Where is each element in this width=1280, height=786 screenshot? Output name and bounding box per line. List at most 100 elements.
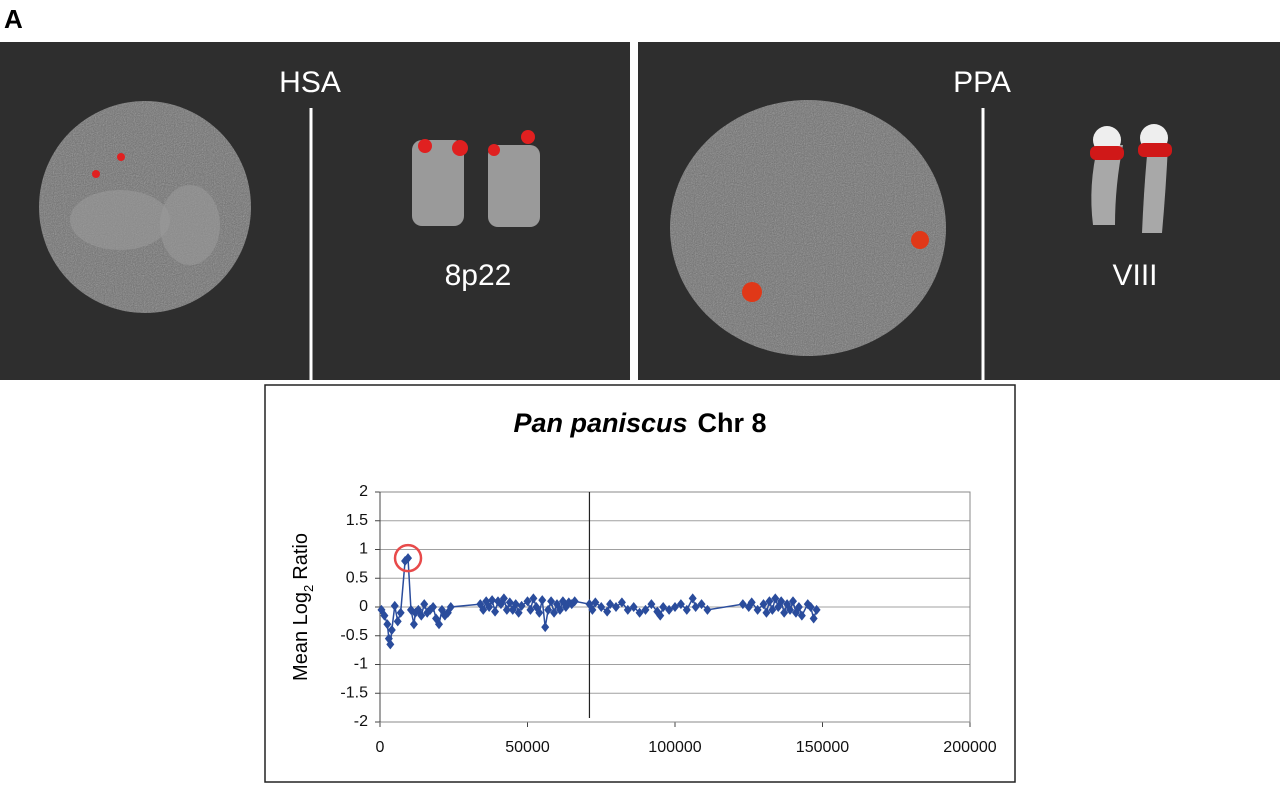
y-tick-label: 1.5	[346, 512, 368, 529]
data-point	[591, 597, 600, 608]
data-point	[597, 602, 606, 612]
data-point	[806, 602, 815, 612]
data-point	[502, 604, 511, 615]
data-point	[383, 619, 392, 630]
data-point	[555, 604, 564, 615]
data-point	[676, 599, 685, 610]
species-label: PPA	[953, 66, 1011, 99]
data-point	[538, 595, 547, 606]
data-point	[765, 596, 774, 607]
y-tick-label: -1.5	[340, 684, 368, 701]
highlight-circle	[393, 543, 423, 573]
data-point	[420, 599, 429, 610]
chart-title: Pan paniscus Chr 8	[513, 408, 766, 438]
data-point	[446, 602, 455, 612]
data-point	[570, 596, 579, 607]
data-point	[612, 602, 620, 612]
data-point	[759, 599, 768, 610]
data-point	[786, 604, 795, 615]
data-point	[547, 596, 556, 607]
y-tick-label: 1	[359, 541, 368, 558]
data-point	[809, 613, 818, 624]
x-tick-label: 50000	[505, 739, 550, 756]
data-point	[435, 619, 443, 630]
y-tick-label: 0.5	[346, 569, 368, 586]
data-point	[396, 607, 405, 618]
panel-label: A	[4, 4, 23, 34]
micrograph-right: PPA VIII	[638, 42, 1280, 380]
data-point	[738, 599, 747, 610]
data-point	[647, 599, 656, 610]
data-point	[429, 602, 438, 612]
x-tick-label: 0	[376, 739, 385, 756]
data-point	[479, 604, 488, 615]
data-point	[691, 602, 700, 612]
data-point	[541, 622, 550, 633]
data-point	[753, 604, 762, 615]
data-point	[656, 610, 665, 621]
data-point	[777, 596, 786, 607]
data-point	[780, 607, 789, 618]
data-point	[671, 602, 679, 612]
y-tick-label: -1	[354, 656, 368, 673]
data-point	[641, 604, 650, 615]
data-point	[688, 593, 697, 604]
title-italic: Pan paniscus	[513, 408, 687, 438]
data-point	[665, 604, 674, 615]
data-point	[747, 597, 756, 608]
data-point	[417, 610, 426, 621]
micrograph-left: HSA 8p22	[0, 42, 630, 380]
data-point	[390, 600, 399, 611]
data-point	[523, 596, 532, 607]
data-point	[789, 596, 797, 607]
data-point	[499, 593, 508, 604]
title-rest: Chr 8	[698, 408, 767, 438]
chart-frame	[264, 384, 1016, 783]
data-point	[588, 604, 597, 615]
y-tick-label: -2	[354, 713, 368, 730]
data-point	[526, 604, 535, 615]
data-point	[623, 604, 632, 615]
ylabel-subscript: 2	[301, 585, 316, 592]
data-point	[603, 606, 612, 617]
data-point	[794, 602, 803, 612]
data-point	[505, 597, 514, 608]
data-point	[544, 604, 553, 615]
data-point	[771, 593, 780, 604]
data-point	[617, 597, 626, 608]
y-tick-label: 0	[359, 598, 368, 615]
data-point	[511, 599, 520, 610]
data-point	[682, 604, 691, 615]
data-point	[529, 593, 538, 604]
ylabel-main: Mean Log	[290, 592, 312, 681]
data-point	[629, 602, 638, 612]
data-point	[659, 602, 668, 612]
data-point	[387, 625, 396, 635]
data-point	[409, 619, 418, 630]
species-label: HSA	[279, 66, 341, 99]
x-tick-label: 200000	[943, 739, 996, 756]
data-point	[386, 639, 395, 650]
data-point	[697, 599, 706, 610]
data-point	[514, 607, 523, 618]
data-point	[517, 600, 526, 611]
ylabel-end: Ratio	[290, 533, 312, 580]
data-point	[404, 553, 413, 564]
y-axis-label: Mean Log2 Ratio	[290, 533, 316, 681]
data-point	[606, 599, 615, 610]
y-tick-label: 2	[359, 483, 368, 500]
plot: -2 -1.5 -1 -0.5 0 0.5 1 1.5 2 0 50000 100000 150000 2…	[340, 483, 996, 756]
x-tick-label: 100000	[648, 739, 701, 756]
data-point	[812, 604, 821, 615]
data-point	[485, 602, 494, 612]
data-point	[550, 607, 559, 618]
data-point	[797, 610, 806, 621]
data-point	[635, 607, 644, 618]
data-point	[535, 607, 544, 618]
data-point	[393, 616, 402, 627]
data-point	[491, 606, 500, 617]
data-point	[380, 610, 389, 621]
data-point	[768, 604, 777, 615]
data-point	[762, 607, 771, 618]
